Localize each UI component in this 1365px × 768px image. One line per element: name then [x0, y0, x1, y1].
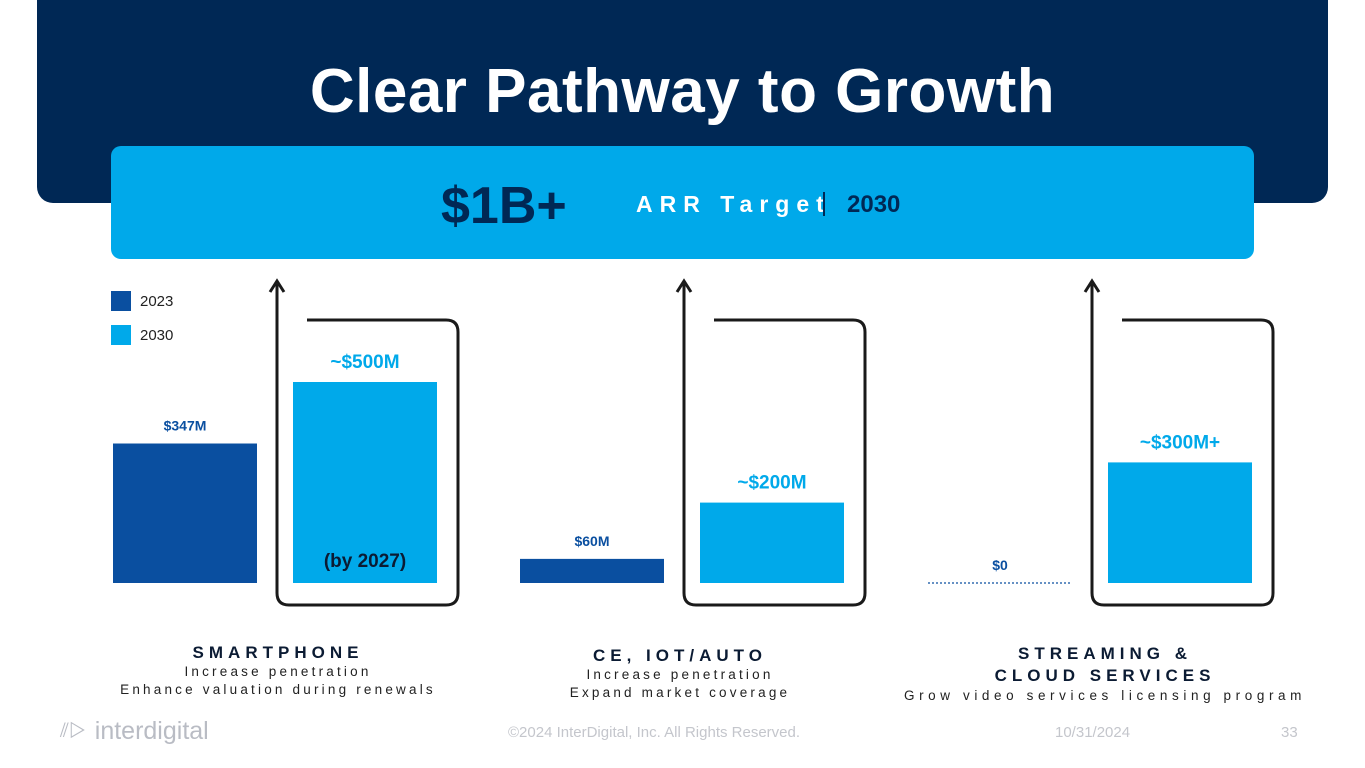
segment-name-line: CE, IOT/AUTO [593, 646, 767, 665]
segment-desc-smartphone: Increase penetration Enhance valuation d… [98, 663, 458, 699]
legend-label-2023: 2023 [140, 292, 174, 310]
footer-date: 10/31/2024 [1055, 724, 1131, 741]
legend-swatch-2030 [111, 325, 131, 345]
growth-frame-1 [682, 284, 867, 607]
data-label-2030-0: ~$500M [330, 352, 399, 373]
bar-2030-1 [700, 502, 844, 583]
growth-arrow-icon [1083, 278, 1101, 293]
bar-2030-0 [293, 382, 437, 583]
logo-text: interdigital [94, 717, 209, 745]
data-label-2023-0: $347M [164, 418, 207, 434]
data-label-2023-2: $0 [992, 557, 1008, 573]
legend-label-2030: 2030 [140, 326, 174, 344]
segment-desc-ce-iot-auto: Increase penetration Expand market cover… [510, 666, 850, 702]
bar-2023-1 [520, 558, 664, 583]
data-label-2030-1: ~$200M [737, 473, 806, 494]
segment-desc-line: Increase penetration [586, 667, 774, 682]
growth-frame-0 [275, 284, 460, 607]
legend-swatch-2023 [111, 291, 131, 311]
arr-target-banner [111, 146, 1254, 259]
segment-desc-line: Increase penetration [184, 664, 372, 679]
target-label: ARR Target [636, 191, 831, 217]
data-label-2030-2: ~$300M+ [1140, 432, 1220, 453]
legend-item-2023: 2023 [111, 291, 173, 311]
footer-page-number: 33 [1281, 724, 1298, 741]
segment-desc-line: Enhance valuation during renewals [120, 682, 436, 697]
interdigital-logo-icon: ⫽▷ [60, 720, 87, 742]
page-title: Clear Pathway to Growth [309, 57, 1056, 126]
target-amount: $1B+ [441, 177, 567, 235]
growth-arrow-icon [268, 278, 286, 293]
target-year: 2030 [847, 191, 901, 218]
segment-desc-line: Grow video services licensing program [903, 688, 1307, 703]
target-divider [823, 192, 825, 216]
footer-copyright: ©2024 InterDigital, Inc. All Rights Rese… [508, 724, 801, 741]
bar-2030-2 [1108, 462, 1252, 583]
company-logo: ⫽▷ interdigital [60, 717, 209, 746]
segment-desc-line: Expand market coverage [569, 685, 791, 700]
segment-name-line: SMARTPHONE [192, 643, 364, 662]
segment-name-line: STREAMING & [1018, 644, 1192, 663]
growth-arrow-icon [675, 278, 693, 293]
bar-annotation: (by 2027) [324, 551, 406, 572]
bar-2023-0 [113, 443, 257, 583]
segment-name-ce-iot-auto: CE, IOT/AUTO [510, 645, 850, 667]
segment-name-smartphone: SMARTPHONE [108, 642, 448, 664]
segment-name-streaming-cloud: STREAMING & CLOUD SERVICES [930, 643, 1280, 687]
legend-item-2030: 2030 [111, 325, 173, 345]
segment-desc-streaming-cloud: Grow video services licensing program [880, 687, 1330, 705]
segment-name-line: CLOUD SERVICES [994, 666, 1216, 685]
data-label-2023-1: $60M [574, 533, 609, 549]
growth-frame-2 [1090, 284, 1275, 607]
